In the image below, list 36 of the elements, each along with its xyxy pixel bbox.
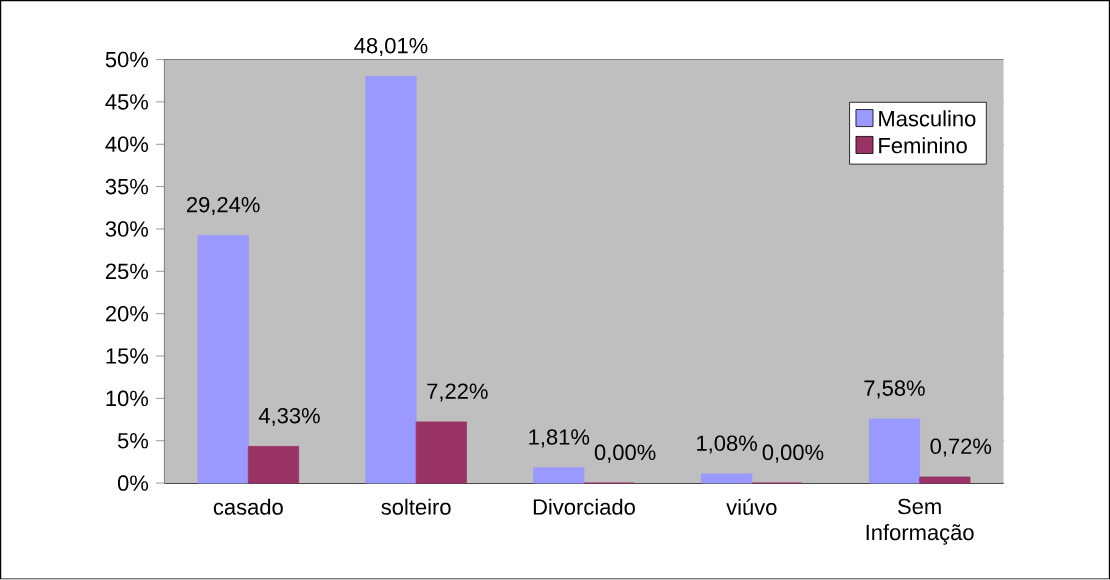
x-tick-label: viúvo bbox=[726, 498, 777, 516]
y-tick-label: 35% bbox=[105, 179, 149, 195]
y-tick-label: 5% bbox=[117, 433, 149, 449]
y-tick-label: 0% bbox=[117, 475, 149, 492]
x-tick-label: solteiro bbox=[381, 498, 451, 516]
data-label: 0,72% bbox=[930, 438, 992, 457]
data-label: 4,33% bbox=[258, 408, 320, 427]
data-label: 1,08% bbox=[697, 435, 757, 454]
y-tick-label: 10% bbox=[106, 390, 149, 407]
legend-label: Masculino bbox=[879, 110, 976, 127]
y-tick-label: 25% bbox=[105, 263, 149, 280]
y-tick-label: 20% bbox=[105, 306, 149, 322]
data-label: 1,81% bbox=[529, 429, 590, 448]
bar bbox=[919, 476, 971, 484]
y-tick-label: 15% bbox=[106, 348, 149, 364]
y-tick-label: 30% bbox=[105, 221, 149, 237]
data-label: 29,24% bbox=[187, 197, 260, 216]
bar bbox=[533, 467, 585, 484]
bar bbox=[247, 446, 300, 484]
x-tick-label: Sem Informação bbox=[866, 498, 974, 545]
data-label: 7,58% bbox=[864, 380, 925, 399]
data-label: 48,01% bbox=[354, 38, 428, 57]
bar bbox=[701, 473, 753, 484]
bar bbox=[868, 418, 921, 484]
y-tick-label: 50% bbox=[105, 51, 149, 68]
bar bbox=[197, 235, 249, 484]
data-label: 0,00% bbox=[762, 444, 824, 463]
x-tick-label: casado bbox=[213, 498, 283, 516]
data-label: 0,00% bbox=[594, 444, 656, 463]
bar bbox=[365, 76, 417, 484]
legend-label: Feminino bbox=[879, 137, 967, 154]
x-tick-label: Divorciado bbox=[533, 498, 635, 516]
data-label: 7,22% bbox=[427, 383, 488, 402]
bar bbox=[415, 421, 467, 484]
y-tick-label: 40% bbox=[105, 136, 149, 153]
y-tick-label: 45% bbox=[105, 94, 149, 110]
